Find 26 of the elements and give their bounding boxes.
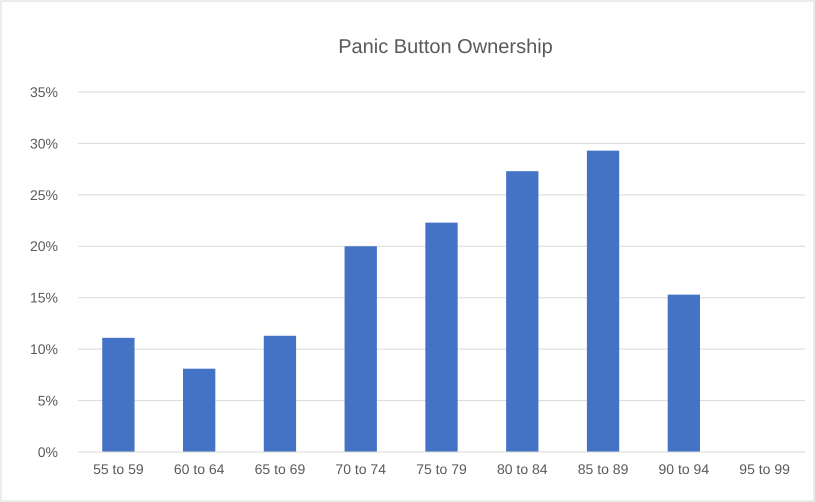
bar [264, 336, 296, 452]
x-tick-label: 75 to 79 [416, 461, 468, 477]
x-tick-label: 85 to 89 [578, 461, 629, 477]
y-tick-label: 5% [38, 392, 58, 408]
y-tick-label: 35% [30, 84, 58, 100]
bar [506, 171, 538, 452]
bar [425, 222, 458, 452]
y-tick-label: 0% [38, 444, 58, 460]
x-tick-label: 60 to 64 [174, 461, 225, 477]
bar [586, 150, 620, 452]
bar [344, 246, 377, 452]
bar [102, 338, 135, 452]
x-tick-label: 90 to 94 [658, 461, 710, 477]
y-tick-label: 15% [30, 290, 58, 306]
x-tick-label: 70 to 74 [335, 461, 386, 477]
x-tick-label: 55 to 59 [93, 461, 144, 477]
chart-title: Panic Button Ownership [338, 36, 553, 58]
x-tick-label: 95 to 99 [739, 461, 790, 477]
y-tick-label: 20% [30, 238, 58, 254]
x-tick-label: 65 to 69 [254, 461, 306, 477]
bar [183, 368, 216, 452]
y-tick-label: 25% [30, 186, 58, 203]
y-tick-label: 30% [30, 135, 58, 152]
x-tick-label: 80 to 84 [496, 461, 548, 477]
bar [668, 294, 700, 452]
y-tick-label: 10% [30, 341, 58, 358]
